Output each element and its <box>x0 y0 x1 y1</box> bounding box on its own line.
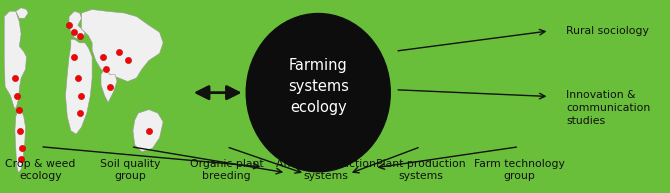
Text: Organic plant
breeding: Organic plant breeding <box>190 159 263 181</box>
Text: Innovation &
communication
studies: Innovation & communication studies <box>566 90 651 126</box>
Text: Farming
systems
ecology: Farming systems ecology <box>288 58 348 115</box>
Polygon shape <box>4 11 26 110</box>
Text: Farm technology
group: Farm technology group <box>474 159 565 181</box>
Polygon shape <box>15 110 25 173</box>
Text: Rural sociology: Rural sociology <box>566 26 649 36</box>
Polygon shape <box>101 69 117 102</box>
Ellipse shape <box>247 14 390 172</box>
Polygon shape <box>69 11 85 39</box>
Text: Crop & weed
ecology: Crop & weed ecology <box>5 159 76 181</box>
Text: Animal production
systems: Animal production systems <box>276 159 377 181</box>
Polygon shape <box>66 39 92 134</box>
Polygon shape <box>82 9 163 81</box>
Polygon shape <box>16 8 28 18</box>
Text: Soil quality
group: Soil quality group <box>100 159 161 181</box>
Text: Plant production
systems: Plant production systems <box>376 159 466 181</box>
Polygon shape <box>133 110 163 152</box>
